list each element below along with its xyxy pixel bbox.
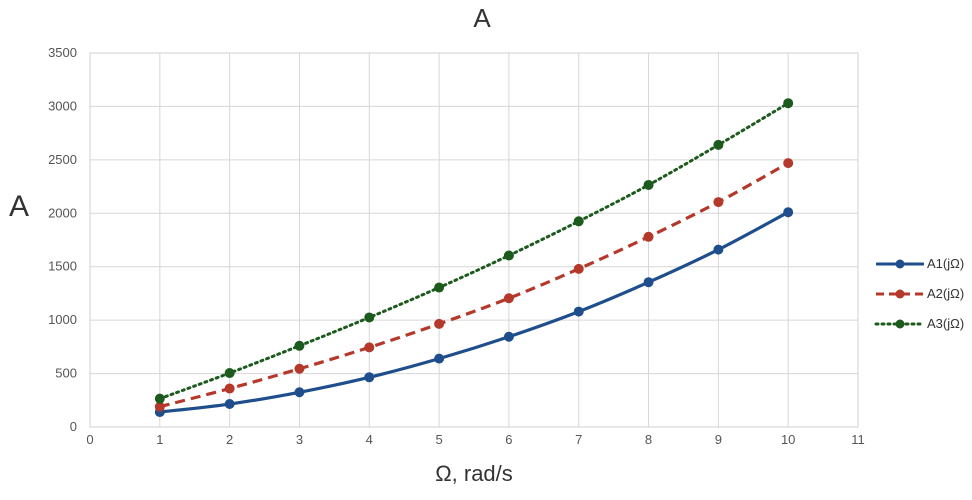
data-point: [573, 216, 584, 227]
data-point: [364, 312, 375, 323]
data-point: [713, 197, 724, 208]
y-tick-label: 1000: [48, 312, 77, 327]
series-3: [154, 98, 794, 404]
x-tick-label: 11: [851, 432, 865, 447]
series-2: [154, 158, 794, 412]
data-point: [643, 179, 654, 190]
series-line: [158, 101, 790, 401]
data-point: [713, 244, 724, 255]
grid: [89, 52, 859, 428]
data-point: [224, 368, 235, 379]
data-point: [154, 393, 165, 404]
x-tick-label: 8: [645, 432, 652, 447]
x-axis-label: Ω, rad/s: [435, 461, 513, 486]
data-point: [294, 363, 305, 374]
y-tick-label: 3000: [48, 98, 77, 113]
data-point: [643, 277, 654, 288]
legend: A1(jΩ) A2(jΩ) A3(jΩ): [874, 256, 964, 331]
series-line: [159, 161, 789, 409]
legend-marker: [895, 289, 905, 299]
legend-item-2: A2(jΩ): [876, 286, 964, 301]
y-tick-label: 2000: [48, 205, 77, 220]
y-axis-label: A: [9, 190, 29, 223]
data-point: [503, 293, 514, 304]
x-axis-ticks: 0 1 2 3 4 5 6 7 8 9 10 11: [86, 432, 864, 447]
data-point: [364, 342, 375, 353]
legend-marker: [895, 319, 905, 329]
data-point: [294, 340, 305, 351]
x-tick-label: 10: [781, 432, 795, 447]
x-tick-label: 1: [156, 432, 163, 447]
legend-label: A3(jΩ): [927, 316, 964, 331]
x-tick-label: 9: [715, 432, 722, 447]
data-point: [434, 318, 445, 329]
data-point: [434, 282, 445, 293]
x-tick-label: 7: [575, 432, 582, 447]
data-point: [364, 372, 375, 383]
y-tick-label: 0: [70, 419, 77, 434]
x-tick-label: 2: [226, 432, 233, 447]
x-tick-label: 0: [86, 432, 93, 447]
x-tick-label: 3: [296, 432, 303, 447]
x-tick-label: 6: [505, 432, 512, 447]
legend-item-1: A1(jΩ): [876, 256, 964, 271]
legend-marker: [895, 259, 905, 269]
data-point: [224, 399, 235, 410]
series-line: [159, 210, 789, 414]
data-point: [783, 158, 794, 169]
data-point: [294, 387, 305, 398]
data-point: [434, 353, 445, 364]
legend-label: A2(jΩ): [927, 286, 964, 301]
y-tick-label: 1500: [48, 259, 77, 274]
data-point: [224, 383, 235, 394]
plot-area: [89, 52, 859, 428]
chart-title: A: [473, 3, 491, 33]
data-point: [503, 250, 514, 261]
y-tick-label: 3500: [48, 45, 77, 60]
data-point: [783, 98, 794, 109]
data-point: [573, 263, 584, 274]
legend-label: A1(jΩ): [927, 256, 964, 271]
data-point: [503, 331, 514, 342]
y-axis-ticks: 0 500 1000 1500 2000 2500 3000 3500: [48, 45, 77, 434]
legend-item-3: A3(jΩ): [874, 316, 964, 331]
y-tick-label: 2500: [48, 152, 77, 167]
data-point: [573, 306, 584, 317]
x-tick-label: 5: [435, 432, 442, 447]
data-point: [713, 139, 724, 150]
y-tick-label: 500: [55, 366, 77, 381]
data-point: [643, 231, 654, 242]
series-layer: [154, 98, 794, 418]
x-tick-label: 4: [366, 432, 373, 447]
data-point: [783, 207, 794, 218]
